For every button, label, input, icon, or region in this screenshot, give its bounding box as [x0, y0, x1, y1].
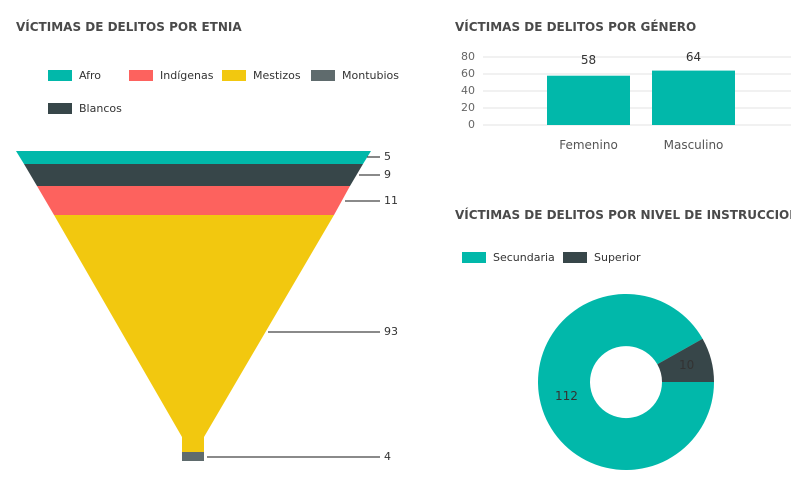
legend-label-blancos: Blancos [79, 102, 122, 115]
donut-value-superior: 10 [679, 358, 695, 372]
donut-value-secundaria: 112 [555, 389, 578, 403]
legend-swatch-montubios [311, 70, 335, 81]
x-label-masculino: Masculino [663, 138, 724, 152]
funnel-segment-indigenas[interactable] [37, 186, 350, 215]
legend-label-afro: Afro [79, 69, 102, 82]
legend-swatch-superior [563, 252, 587, 263]
etnia-chart-title: VÍCTIMAS DE DELITOS POR ETNIA [16, 20, 242, 34]
funnel-value-mestizos: 93 [384, 325, 398, 338]
y-tick-60: 60 [461, 67, 475, 80]
donut-slice-secundaria[interactable] [538, 294, 714, 471]
funnel-value-afro: 5 [384, 150, 391, 163]
x-label-femenino: Femenino [559, 138, 618, 152]
legend-label-indigenas: Indígenas [160, 69, 214, 82]
legend-swatch-secundaria [462, 252, 486, 263]
donut-slice-superior[interactable] [657, 338, 714, 382]
bar-masculino[interactable] [652, 70, 735, 125]
genero-chart-title: VÍCTIMAS DE DELITOS POR GÉNERO [455, 20, 697, 34]
legend-item-mestizos[interactable]: Mestizos [222, 69, 301, 82]
legend-item-blancos[interactable]: Blancos [48, 102, 122, 115]
funnel-segment-blancos[interactable] [24, 164, 363, 186]
legend-label-mestizos: Mestizos [253, 69, 301, 82]
funnel-segment-afro[interactable] [16, 151, 371, 164]
legend-label-secundaria: Secundaria [493, 251, 555, 264]
funnel-segment-montubios[interactable] [182, 452, 204, 461]
bar-chart-gridlines [483, 56, 791, 126]
y-tick-20: 20 [461, 101, 475, 114]
funnel-segment-mestizos[interactable] [54, 215, 334, 452]
legend-swatch-afro [48, 70, 72, 81]
bar-value-femenino: 58 [580, 53, 597, 67]
funnel-value-blancos: 9 [384, 168, 391, 181]
legend-swatch-blancos [48, 103, 72, 114]
legend-label-montubios: Montubios [342, 69, 399, 82]
y-tick-80: 80 [461, 50, 475, 63]
legend-item-superior[interactable]: Superior [563, 251, 641, 264]
legend-swatch-mestizos [222, 70, 246, 81]
legend-swatch-indigenas [129, 70, 153, 81]
legend-item-montubios[interactable]: Montubios [311, 69, 399, 82]
legend-item-afro[interactable]: Afro [48, 69, 101, 82]
legend-item-indigenas[interactable]: Indígenas [129, 69, 213, 82]
y-tick-0: 0 [468, 118, 475, 131]
funnel-value-indigenas: 11 [384, 194, 398, 207]
legend-item-secundaria[interactable]: Secundaria [462, 251, 555, 264]
donut-chart [538, 294, 714, 471]
legend-label-superior: Superior [594, 251, 641, 264]
instruccion-chart-title: VÍCTIMAS DE DELITOS POR NIVEL DE INSTRUC… [455, 208, 791, 222]
bar-value-masculino: 64 [685, 50, 702, 64]
funnel-value-montubios: 4 [384, 450, 391, 463]
bar-femenino[interactable] [547, 75, 630, 125]
y-tick-40: 40 [461, 84, 475, 97]
